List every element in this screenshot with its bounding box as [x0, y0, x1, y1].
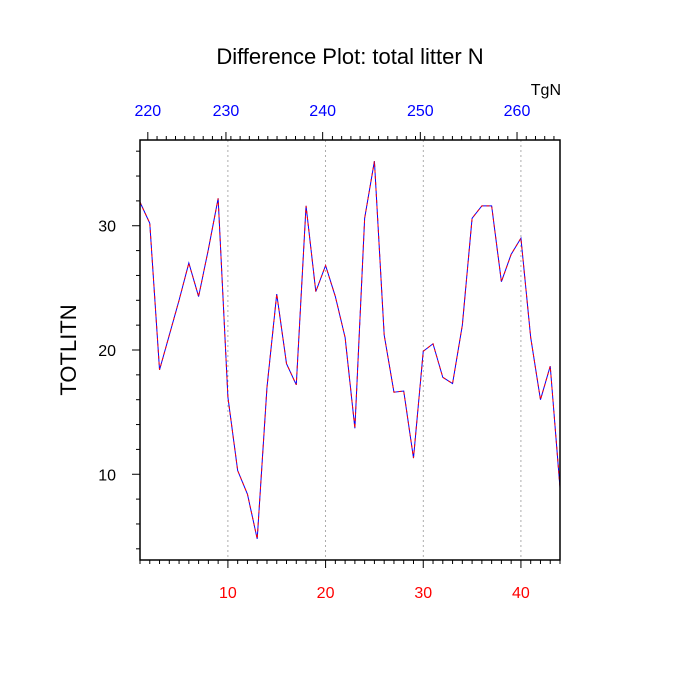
top-tick-label: 240	[309, 103, 336, 120]
major-ticks	[132, 132, 522, 568]
y-tick-label: 10	[98, 467, 116, 484]
y-tick-label: 20	[98, 343, 116, 360]
plot-frame	[139, 139, 561, 561]
chart-title: Difference Plot: total litter N	[216, 44, 483, 69]
series-line-dash	[139, 161, 561, 539]
units-label: TgN	[531, 82, 561, 99]
minor-ticks	[136, 136, 561, 564]
grid-lines	[227, 140, 522, 560]
bottom-tick-label: 10	[219, 585, 237, 602]
bottom-tick-label: 30	[414, 585, 432, 602]
bottom-tick-label: 40	[512, 585, 530, 602]
bottom-tick-label: 20	[317, 585, 335, 602]
tick-labels: 10 20 30 40 220 230 240 250 260 10 20 30	[98, 103, 530, 602]
top-tick-label: 220	[134, 103, 161, 120]
top-tick-label: 230	[213, 103, 240, 120]
top-tick-label: 250	[407, 103, 434, 120]
series-line	[139, 161, 561, 539]
y-axis-label: TOTLITN	[56, 304, 81, 395]
top-tick-label: 260	[504, 103, 531, 120]
series-lines	[139, 161, 561, 539]
y-tick-label: 30	[98, 219, 116, 236]
